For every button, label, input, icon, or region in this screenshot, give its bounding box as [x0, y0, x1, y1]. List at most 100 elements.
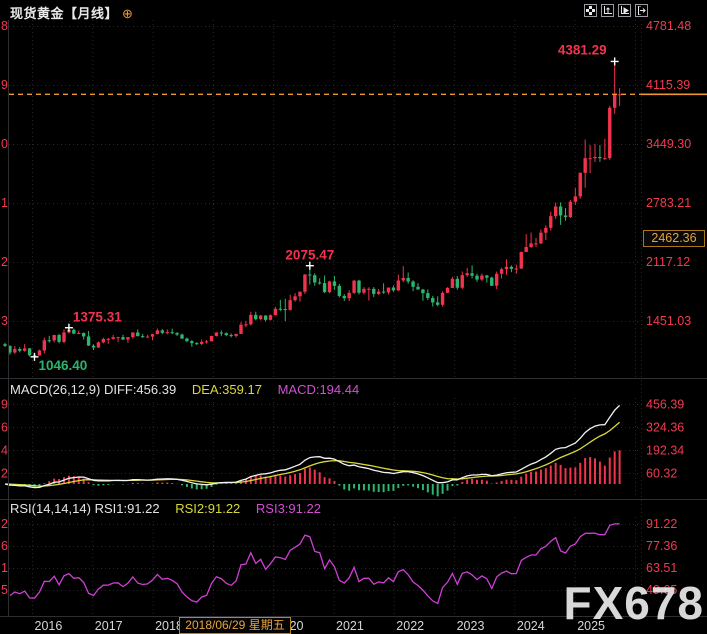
candle-body: [583, 158, 587, 173]
candle-body: [391, 287, 396, 291]
candle-body: [529, 243, 533, 248]
candle-body: [313, 275, 317, 283]
candle-body: [440, 292, 445, 305]
candle-body: [190, 341, 194, 344]
candle-body: [96, 342, 101, 348]
year-label: 2021: [336, 619, 364, 633]
left-axis-digit: 4: [1, 443, 8, 457]
left-axis-digit: 2: [1, 517, 8, 531]
rsi-line: [9, 523, 620, 605]
left-axis-digit: 8: [1, 19, 8, 33]
candle-body: [81, 332, 86, 337]
macd-panel: [4, 398, 641, 497]
price-axis-label: 192.34: [646, 443, 684, 457]
candle-body: [91, 345, 96, 348]
candle-body: [224, 333, 228, 336]
axis-play-icon[interactable]: [618, 4, 631, 17]
candle-body: [37, 350, 42, 356]
candle-body: [229, 335, 233, 337]
candle-body: [539, 232, 543, 244]
candle-body: [278, 308, 283, 310]
fx678-watermark: FX678: [563, 577, 704, 629]
candle-body: [534, 243, 538, 245]
price-axis-label: 2783.21: [646, 196, 691, 210]
candle-body: [381, 291, 386, 293]
candle-body: [475, 275, 479, 280]
year-label: 2023: [457, 619, 485, 633]
candle-body: [258, 315, 263, 320]
rsi-indicator-row: RSI(14,14,14) RSI1:91.22 RSI2:91.22 RSI3…: [10, 501, 333, 516]
left-axis-digit: 2: [1, 466, 8, 480]
candle-body: [376, 291, 381, 294]
candle-body: [494, 273, 499, 286]
candle-body: [27, 348, 32, 356]
rsi-panel: [9, 517, 641, 615]
candle-body: [617, 94, 622, 96]
candle-body: [608, 107, 612, 159]
exit-scale-icon[interactable]: [635, 4, 648, 17]
expand-icon[interactable]: ⊕: [122, 6, 134, 21]
candle-body: [362, 288, 366, 293]
candle-body: [175, 333, 179, 335]
move-icon[interactable]: [584, 4, 597, 17]
candle-body: [298, 291, 302, 297]
left-axis-digit: 1: [1, 561, 8, 575]
price-axis-label: 1451.03: [646, 314, 691, 328]
left-axis-digit: 9: [1, 397, 8, 411]
candle-body: [509, 266, 514, 269]
year-label: 2017: [95, 619, 123, 633]
left-axis-digit: 5: [1, 583, 8, 597]
rsi-params-label: RSI(14,14,14) RSI1:91.22: [10, 501, 160, 516]
axis-zoom-in-icon[interactable]: [601, 4, 614, 17]
candle-body: [603, 158, 607, 160]
candle-body: [342, 295, 346, 299]
candle-body: [72, 329, 76, 334]
candle-body: [401, 277, 405, 281]
candle-body: [62, 332, 66, 342]
candle-body: [165, 332, 169, 334]
dea-line: [4, 421, 621, 487]
candle-body: [180, 334, 184, 339]
candle-body: [86, 336, 91, 346]
candle-body: [553, 206, 558, 217]
candle-body: [145, 336, 150, 338]
candle-body: [106, 338, 110, 340]
diff-line: [4, 404, 621, 489]
candle-body: [598, 156, 602, 159]
candle-body: [18, 349, 22, 351]
candle-body: [101, 338, 106, 343]
candle-body: [549, 216, 553, 228]
candle-body: [568, 201, 573, 218]
price-annotation: 1046.40: [39, 358, 88, 373]
candle-body: [406, 277, 410, 282]
candle-body: [263, 315, 268, 320]
candle-body: [204, 341, 209, 343]
candle-body: [195, 343, 199, 345]
candle-body: [150, 334, 155, 337]
main-panel: [3, 20, 641, 378]
left-axis-digit: 2: [1, 255, 8, 269]
candle-body: [612, 94, 617, 108]
candle-body: [22, 348, 27, 351]
candle-body: [121, 337, 125, 340]
candle-body: [332, 281, 337, 286]
candle-body: [136, 332, 140, 337]
crosshair-date-label: 2018/06/29 星期五: [179, 617, 291, 634]
candle-body: [57, 335, 61, 342]
candle-body: [8, 345, 12, 353]
candle-body: [558, 206, 563, 216]
instrument-name: 现货黄金: [10, 6, 65, 21]
macd-params-label: MACD(26,12,9) DIFF:456.39: [10, 382, 177, 397]
candle-body: [544, 227, 548, 233]
year-label: 2025: [577, 619, 605, 633]
left-axis-digit: 1: [1, 196, 8, 210]
candle-body: [480, 275, 484, 280]
candle-body: [322, 283, 327, 293]
candle-body: [52, 335, 56, 341]
left-axis-digit: 9: [1, 78, 8, 92]
macd-value-label: MACD:194.44: [277, 382, 360, 397]
candle-body: [13, 349, 17, 353]
period-label: 【月线】: [64, 6, 119, 21]
candle-body: [588, 158, 592, 160]
